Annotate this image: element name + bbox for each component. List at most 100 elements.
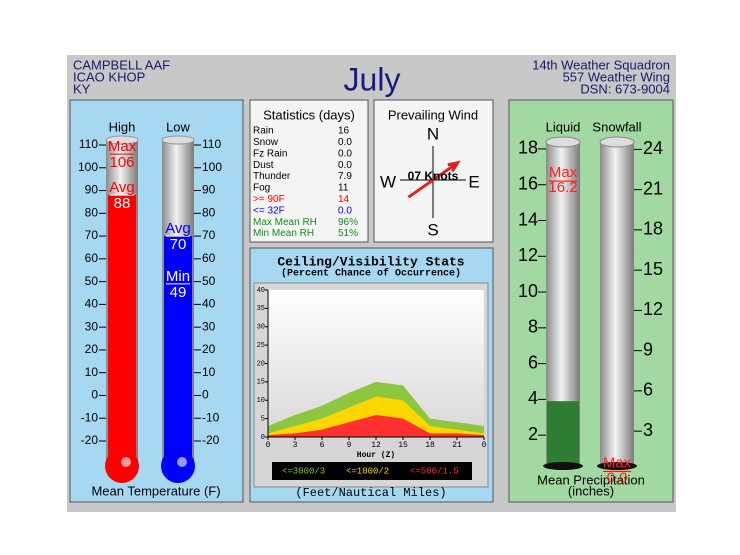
marker-value: 16.2 [548,179,577,196]
fill-bar [547,401,579,464]
y-tick-label: 6 [528,352,538,372]
tube-top [105,135,139,145]
compass-w: W [380,172,396,191]
marker-value: 88 [114,195,131,212]
fill-bar [164,236,192,462]
x-tick-label: 0 [266,441,271,450]
y-tick-label: 80 [202,205,216,219]
location-line: ICAO KHOP [73,69,145,84]
chart-title: Mean Temperature (F) [91,483,220,498]
y-tick-label: 15 [643,259,663,279]
chart-title: Mean Precipitation [537,472,645,487]
tube-top [599,136,635,148]
y-tick-label: 40 [85,297,99,311]
month-title: July [344,61,401,97]
y-tick-label: 0 [202,388,209,402]
y-tick-label: 30 [85,319,99,333]
stat-label: Dust [253,160,274,171]
marker-name: Avg [165,220,191,237]
x-axis-label: Hour (Z) [357,451,395,460]
legend-entry: <=1000/2 [346,466,389,476]
y-tick-label: 20 [257,360,265,368]
series-name: Snowfall [592,119,641,134]
chart-subtitle: (inches) [568,483,614,498]
y-tick-label: 90 [202,183,216,197]
y-tick-label: 9 [643,339,653,359]
y-tick-label: 100 [202,160,222,174]
stat-value: 96% [338,217,358,228]
fill-bar [108,195,136,463]
unit-line: DSN: 673-9004 [580,81,670,96]
y-tick-label: 25 [257,342,265,350]
y-tick-label: 12 [518,245,538,265]
y-tick-label: 18 [518,138,538,158]
marker-value: 70 [170,236,187,253]
y-tick-label: 30 [257,324,265,332]
stat-label: Snow [253,137,279,148]
y-tick-label: 50 [85,274,99,288]
marker-name: Max [549,164,578,181]
y-tick-label: 0 [91,388,98,402]
y-tick-label: 21 [643,178,663,198]
chart-note: (Feet/Nautical Miles) [295,486,446,500]
stat-value: 11 [338,183,349,194]
temperature-panel [69,99,244,503]
y-tick-label: 100 [78,160,98,174]
legend-entry: <=500/1.5 [410,466,459,476]
stat-value: 7.9 [338,171,352,182]
bulb [161,449,195,483]
x-tick-label: 6 [320,441,325,450]
tube-base [543,462,583,470]
y-tick-label: 80 [85,205,99,219]
stat-value: 51% [338,228,358,239]
stat-label: >= 90F [253,194,285,205]
y-tick-label: 16 [518,173,538,193]
y-tick-label: 2 [528,424,538,444]
y-tick-label: 14 [518,209,538,229]
y-tick-label: 3 [643,420,653,440]
bulb [105,449,139,483]
stat-label: Max Mean RH [253,217,317,228]
y-tick-label: 4 [528,388,538,408]
legend-entry: <=3000/3 [282,466,325,476]
tube [600,142,634,464]
tube-top [161,135,195,145]
y-tick-label: 10 [85,365,99,379]
y-tick-label: 60 [202,251,216,265]
y-tick-label: 110 [79,137,98,151]
y-tick-label: 15 [257,379,265,387]
series-name: Low [166,119,190,134]
y-tick-label: 0 [261,434,265,442]
y-tick-label: 40 [257,287,265,295]
location-line: CAMPBELL AAF [73,57,170,72]
stat-value: 0.0 [338,160,352,171]
marker-name: Avg [109,179,135,196]
marker-name: Max [108,138,137,155]
marker-name: Max [603,454,632,471]
stat-label: <= 32F [253,205,285,216]
y-tick-label: 60 [85,251,99,265]
bulb-shine [177,457,187,467]
y-tick-label: -10 [81,410,99,424]
series-name: Liquid [546,119,581,134]
y-tick-label: 12 [643,299,663,319]
unit-line: 14th Weather Squadron [532,57,670,72]
y-tick-label: 20 [85,342,99,356]
y-tick-label: -20 [81,433,99,447]
area [268,414,484,437]
stat-label: Min Mean RH [253,228,314,239]
y-tick-label: 90 [85,183,99,197]
statistics-title: Statistics (days) [263,107,355,122]
marker-value: 49 [170,284,187,301]
stat-label: Fz Rain [253,148,287,159]
tube-top [545,136,581,148]
bulb-shine [121,457,131,467]
statistics-panel [249,99,369,243]
precipitation-panel [508,99,674,503]
location-line: KY [73,81,91,96]
y-tick-label: 5 [261,415,265,423]
y-tick-label: 30 [202,319,216,333]
y-tick-label: 24 [643,138,663,158]
stat-value: 0.0 [338,148,352,159]
